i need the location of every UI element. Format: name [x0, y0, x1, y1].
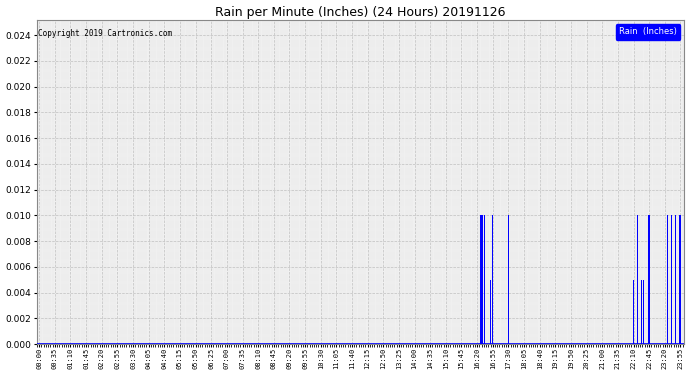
- Text: Copyright 2019 Cartronics.com: Copyright 2019 Cartronics.com: [38, 30, 172, 39]
- Legend: Rain  (Inches): Rain (Inches): [615, 24, 680, 39]
- Title: Rain per Minute (Inches) (24 Hours) 20191126: Rain per Minute (Inches) (24 Hours) 2019…: [215, 6, 506, 18]
